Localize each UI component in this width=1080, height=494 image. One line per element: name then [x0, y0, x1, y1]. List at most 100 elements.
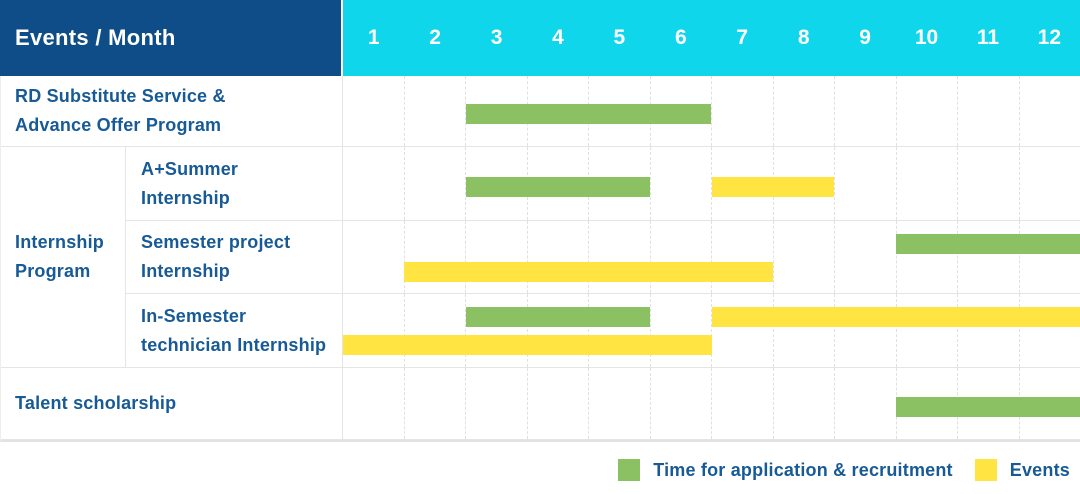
month-gridline-cell [774, 147, 835, 220]
row-label-talent-scholarship: Talent scholarship [1, 368, 342, 440]
month-header-cell-5: 5 [613, 26, 626, 49]
month-gridline-cell [835, 76, 897, 146]
month-header-cell-8: 8 [797, 26, 810, 49]
month-gridline-cell [528, 294, 589, 367]
gantt-bar-application [895, 396, 1080, 417]
month-gridline-cell [958, 76, 1020, 146]
events-swatch-icon [974, 459, 997, 481]
label-line: In-Semester [141, 305, 247, 326]
row-label-semester-project-internship: Semester project Internship [126, 221, 342, 294]
month-gridline-cell [712, 221, 774, 293]
gantt-bar-event [711, 307, 1080, 327]
month-gridline-cell [1020, 221, 1080, 293]
month-gridline-cell [405, 221, 466, 293]
legend-label-application: Time for application & recruitment [653, 459, 953, 480]
month-gridline-cell [1020, 294, 1080, 367]
label-line: RD Substitute Service & [15, 86, 226, 106]
table-header-row: Events / Month 1 2 3 4 5 6 7 8 9 10 11 12 [0, 0, 1080, 76]
month-gridline-cell [774, 221, 835, 293]
month-gridline-cell [343, 147, 405, 220]
month-gridline-cell [466, 294, 528, 367]
month-gridline-cell [897, 221, 958, 293]
legend-item-application: Time for application & recruitment [618, 459, 953, 481]
gantt-bar-application [895, 234, 1080, 254]
month-gridline-cell [589, 368, 651, 439]
label-line: technician Internship [141, 334, 327, 355]
gantt-bar-application [465, 104, 712, 124]
label-line: Internship [141, 187, 231, 208]
month-gridline-cell [651, 76, 712, 146]
month-gridline-cell [897, 294, 958, 367]
month-gridline-cell [466, 368, 528, 439]
month-gridline-cell [774, 368, 835, 439]
month-gridline-cell [712, 76, 774, 146]
month-gridline-cell [589, 221, 651, 293]
month-gridline-cell [343, 221, 405, 293]
month-gridlines [343, 76, 1080, 146]
month-gridline-cell [589, 294, 651, 367]
gantt-bar-event [404, 262, 773, 282]
label-line: Semester project [141, 232, 291, 252]
month-gridline-cell [835, 294, 897, 367]
month-header-cell-2: 2 [429, 26, 441, 49]
chart-row-talent-scholarship [342, 368, 1080, 440]
month-gridline-cell [835, 147, 897, 220]
month-gridline-cell [835, 221, 897, 293]
label-line: Program [15, 261, 91, 281]
chart-row-in-semester-technician-internship [342, 294, 1080, 368]
month-gridline-cell [774, 76, 835, 146]
gantt-bar-application [465, 307, 651, 327]
chart-row-rd-substitute-service [342, 76, 1080, 147]
month-gridline-cell [651, 221, 712, 293]
month-header-cell-12: 12 [1037, 26, 1062, 49]
month-gridline-cell [466, 221, 528, 293]
legend-item-events: Events [974, 459, 1070, 481]
row-label-a-plus-summer-internship: A+Summer Internship [126, 147, 342, 221]
month-header-cell-4: 4 [552, 26, 564, 49]
month-gridline-cell [712, 368, 774, 439]
row-label-in-semester-technician-internship: In-Semester technician Internship [126, 294, 342, 368]
application-swatch-icon [618, 459, 641, 481]
month-gridline-cell [405, 147, 466, 220]
legend-label-events: Events [1009, 459, 1070, 480]
month-header-cell-11: 11 [976, 26, 1000, 49]
group-label-internship-program: Internship Program [1, 147, 126, 368]
month-gridline-cell [774, 294, 835, 367]
label-line: Advance Offer Program [15, 115, 222, 135]
month-gridlines [343, 221, 1080, 293]
month-gridline-cell [712, 294, 774, 367]
month-gridline-cell [528, 368, 589, 439]
month-header-cell-9: 9 [859, 26, 871, 49]
month-gridline-cell [1020, 76, 1080, 146]
month-gridline-cell [651, 294, 712, 367]
header-events-month-title: Events / Month [0, 0, 341, 76]
month-gridline-cell [958, 221, 1020, 293]
month-gridline-cell [897, 147, 958, 220]
month-header-cell-1: 1 [367, 26, 380, 49]
month-gridline-cell [343, 76, 405, 146]
chart-row-a-plus-summer-internship [342, 147, 1080, 221]
month-header-cell-7: 7 [736, 26, 749, 49]
label-line: Talent scholarship [15, 393, 177, 413]
month-gridlines [343, 294, 1080, 367]
month-gridline-cell [405, 294, 466, 367]
month-gridline-cell [958, 294, 1020, 367]
gantt-bar-event [711, 176, 835, 197]
month-header: 1 2 3 4 5 6 7 8 9 10 11 12 [341, 0, 1080, 76]
gantt-bar-application [465, 176, 651, 197]
month-header-cell-3: 3 [490, 26, 503, 49]
row-label-rd-substitute-service: RD Substitute Service & Advance Offer Pro… [1, 76, 342, 147]
month-gridline-cell [835, 368, 897, 439]
month-header-cell-6: 6 [674, 26, 687, 49]
label-line: Internship [141, 261, 231, 281]
label-line: A+Summer [141, 158, 239, 179]
gantt-table-body: RD Substitute Service & Advance Offer Pro… [0, 76, 1080, 442]
month-gridline-cell [651, 368, 712, 439]
month-gridline-cell [405, 368, 466, 439]
month-gridline-cell [405, 76, 466, 146]
month-gridline-cell [343, 294, 405, 367]
month-gridline-cell [651, 147, 712, 220]
month-gridline-cell [1020, 147, 1080, 220]
gantt-bar-event [343, 335, 712, 355]
